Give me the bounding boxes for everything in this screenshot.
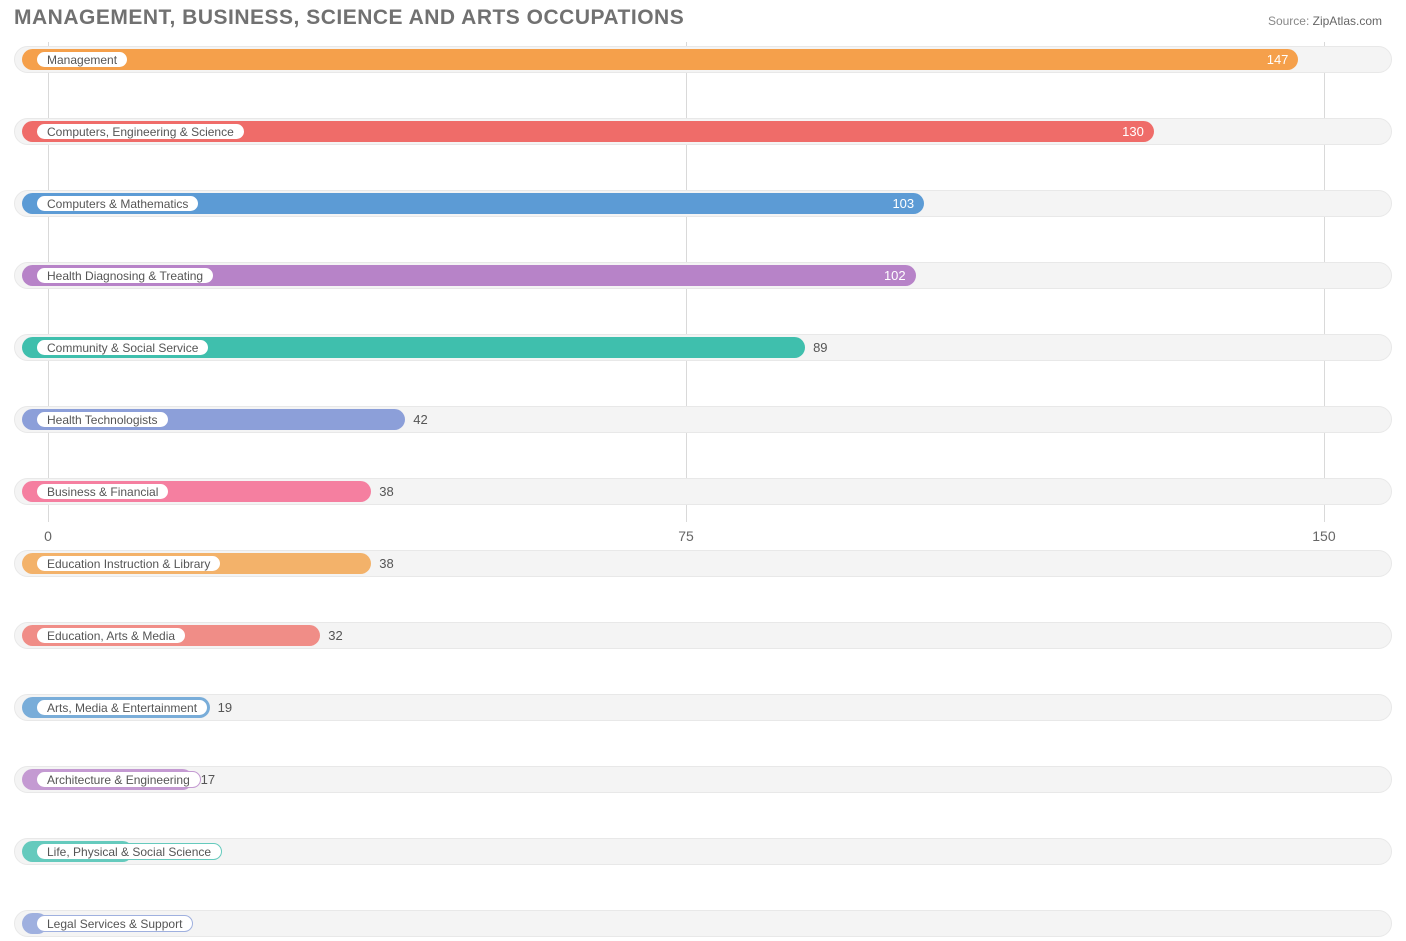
bar-value-label: 89	[813, 339, 827, 356]
bar-value-label: 38	[379, 483, 393, 500]
source-name: ZipAtlas.com	[1313, 14, 1382, 28]
bar-row: Architecture & Engineering17	[14, 762, 1392, 797]
x-axis-tick-label: 0	[44, 528, 52, 544]
bar-value-label: 147	[1267, 51, 1289, 68]
x-axis-tick-label: 75	[678, 528, 694, 544]
bar-category-label: Health Diagnosing & Treating	[36, 267, 214, 284]
bar-category-label: Architecture & Engineering	[36, 771, 201, 788]
bar-category-label: Management	[36, 51, 128, 68]
bar-row: Arts, Media & Entertainment 19	[14, 690, 1392, 725]
chart-area: Management 147 Computers, Engineering & Sc…	[14, 42, 1392, 554]
chart-plot: Management 147 Computers, Engineering & Sc…	[14, 42, 1392, 522]
bar-value-label: 17	[201, 771, 215, 788]
bar-category-label: Education, Arts & Media	[36, 627, 186, 644]
bar-fill	[22, 49, 1298, 70]
bar-row: Health Technologists 42	[14, 402, 1392, 437]
chart-title: MANAGEMENT, BUSINESS, SCIENCE AND ARTS O…	[14, 6, 684, 30]
bar-row: Computers, Engineering & Science 130	[14, 114, 1392, 149]
bar-row: Education, Arts & Media 32	[14, 618, 1392, 653]
bar-track	[14, 910, 1392, 937]
bar-row: Legal Services & Support0	[14, 906, 1392, 941]
bar-value-label: 102	[884, 267, 906, 284]
bar-category-label: Business & Financial	[36, 483, 169, 500]
bar-value-label: 130	[1122, 123, 1144, 140]
bar-category-label: Arts, Media & Entertainment	[36, 699, 208, 716]
bar-category-label: Health Technologists	[36, 411, 169, 428]
bar-value-label: 42	[413, 411, 427, 428]
source-prefix: Source:	[1268, 14, 1309, 28]
bar-category-label: Legal Services & Support	[36, 915, 193, 932]
bar-row: Computers & Mathematics 103	[14, 186, 1392, 221]
bar-track	[14, 766, 1392, 793]
bar-value-label: 19	[218, 699, 232, 716]
bar-row: Community & Social Service 89	[14, 330, 1392, 365]
bar-row: Education Instruction & Library38	[14, 546, 1392, 581]
bar-value-label: 32	[328, 627, 342, 644]
bar-row: Business & Financial 38	[14, 474, 1392, 509]
x-axis-tick-label: 150	[1312, 528, 1335, 544]
bar-row: Management 147	[14, 42, 1392, 77]
bar-category-label: Computers & Mathematics	[36, 195, 199, 212]
bar-value-label: 103	[892, 195, 914, 212]
bar-row: Health Diagnosing & Treating 102	[14, 258, 1392, 293]
bar-row: Life, Physical & Social Science10	[14, 834, 1392, 869]
bar-category-label: Community & Social Service	[36, 339, 209, 356]
bar-category-label: Computers, Engineering & Science	[36, 123, 245, 140]
chart-source: Source: ZipAtlas.com	[1268, 14, 1382, 28]
bar-category-label: Life, Physical & Social Science	[36, 843, 222, 860]
